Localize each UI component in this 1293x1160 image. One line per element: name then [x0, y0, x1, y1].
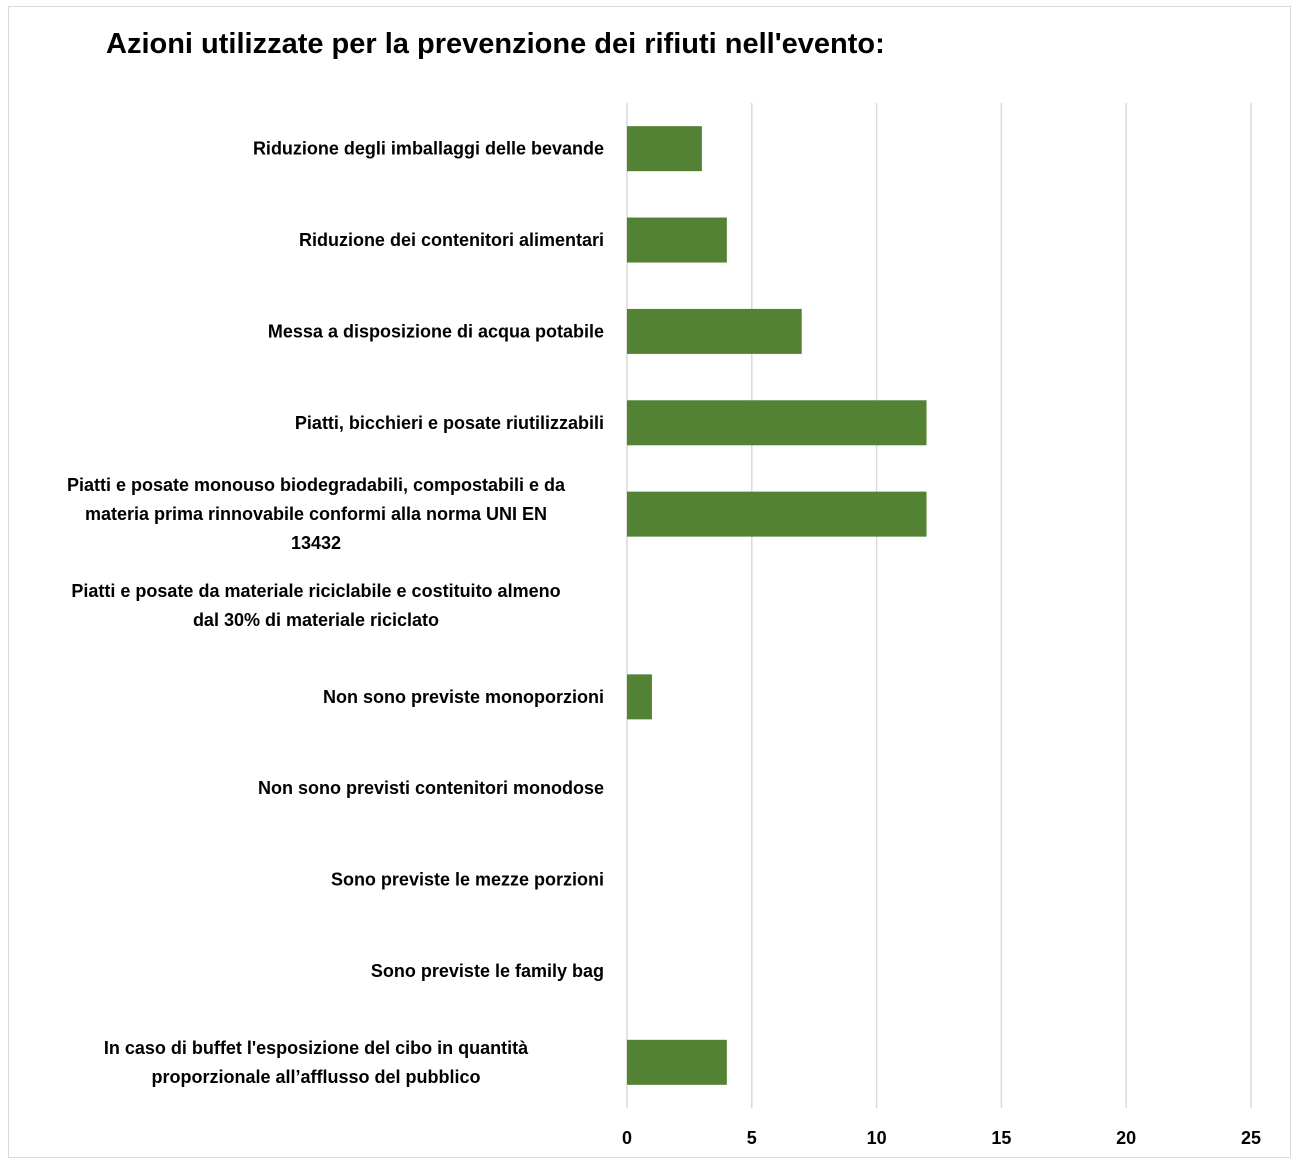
- category-label: Sono previste le mezze porzioni: [331, 870, 604, 890]
- category-labels: Riduzione degli imballaggi delle bevande…: [67, 139, 604, 1087]
- x-tick-label: 10: [867, 1128, 887, 1148]
- bars: [627, 126, 927, 1085]
- category-label: Non sono previste monoporzioni: [323, 687, 604, 707]
- category-label: Piatti e posate da materiale riciclabile…: [71, 581, 560, 601]
- bar: [627, 1039, 727, 1085]
- category-label: Non sono previsti contenitori monodose: [258, 778, 604, 798]
- category-label: Riduzione degli imballaggi delle bevande: [253, 139, 604, 159]
- category-label: In caso di buffet l'esposizione del cibo…: [104, 1038, 529, 1058]
- category-label: proporzionale all’afflusso del pubblico: [151, 1067, 480, 1087]
- category-label: 13432: [291, 533, 341, 553]
- bar: [627, 308, 802, 354]
- gridlines: [626, 103, 1252, 1108]
- category-label: Riduzione dei contenitori alimentari: [299, 230, 604, 250]
- category-label: materia prima rinnovabile conformi alla …: [85, 504, 547, 524]
- x-tick-labels: 0 5 10 15 20 25: [622, 1128, 1261, 1148]
- x-tick-label: 15: [991, 1128, 1011, 1148]
- category-label: Piatti, bicchieri e posate riutilizzabil…: [295, 413, 604, 433]
- bar: [627, 126, 702, 172]
- x-tick-label: 25: [1241, 1128, 1261, 1148]
- chart-frame: [8, 6, 1291, 1158]
- category-label: Piatti e posate monouso biodegradabili, …: [67, 475, 566, 495]
- category-label: Messa a disposizione di acqua potabile: [268, 321, 604, 341]
- bar: [627, 491, 927, 537]
- x-tick-label: 5: [747, 1128, 757, 1148]
- x-tick-label: 20: [1116, 1128, 1136, 1148]
- category-label: Sono previste le family bag: [371, 961, 604, 981]
- bar: [627, 400, 927, 446]
- bar: [627, 217, 727, 263]
- category-label: dal 30% di materiale riciclato: [193, 610, 439, 630]
- chart-title: Azioni utilizzate per la prevenzione dei…: [106, 28, 885, 60]
- bar: [627, 674, 652, 720]
- x-tick-label: 0: [622, 1128, 632, 1148]
